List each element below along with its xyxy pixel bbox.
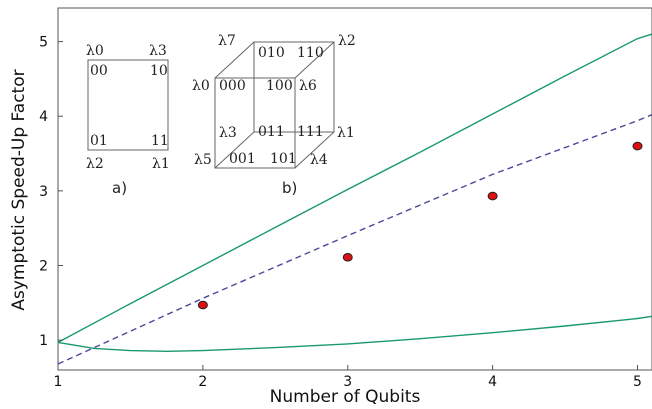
data-point xyxy=(632,141,643,151)
inset-b-bits: 011 xyxy=(258,124,285,140)
inset-a-bits: 10 xyxy=(150,63,168,79)
inset-b: λ7 λ2 λ0 λ6 λ3 λ1 λ5 λ4 010 110 000 100 … xyxy=(192,33,356,197)
series-layer xyxy=(57,33,652,365)
y-tick-label: 3 xyxy=(39,184,48,200)
inset-b-edge xyxy=(214,41,255,79)
plot-frame xyxy=(57,7,652,371)
y-axis-title: Asymptotic Speed-Up Factor xyxy=(9,69,29,310)
inset-b-label: b) xyxy=(282,179,297,197)
tick-layer: 1 2 3 4 5 1 2 3 4 5 xyxy=(39,35,642,390)
inset-b-back-face xyxy=(253,41,335,133)
solid-series-line xyxy=(57,315,652,353)
solid-series-line xyxy=(57,33,652,344)
inset-b-corner-label: λ6 xyxy=(299,78,317,94)
inset-b-bits: 100 xyxy=(266,78,293,94)
inset-b-bits: 010 xyxy=(258,45,285,61)
x-tick-label: 2 xyxy=(198,374,207,390)
inset-b-corner-label: λ0 xyxy=(192,78,210,94)
data-point xyxy=(342,252,353,262)
inset-b-edge xyxy=(294,41,335,79)
x-tick-label: 3 xyxy=(343,374,352,390)
data-point xyxy=(487,191,498,201)
inset-b-edge xyxy=(214,131,255,169)
data-point xyxy=(197,300,208,310)
y-tick-label: 1 xyxy=(39,333,48,349)
inset-b-corner-label: λ7 xyxy=(218,33,236,49)
inset-a-bits: 11 xyxy=(151,133,169,149)
inset-b-bits: 001 xyxy=(229,151,256,167)
inset-a-corner-label: λ2 xyxy=(86,156,104,172)
inset-b-bits: 110 xyxy=(297,45,324,61)
inset-b-corner-label: λ2 xyxy=(338,33,356,49)
inset-b-corner-label: λ5 xyxy=(194,152,212,168)
inset-a: λ0 λ3 λ2 λ1 00 10 01 11 a) xyxy=(86,43,170,197)
inset-b-corner-label: λ1 xyxy=(337,125,355,141)
x-axis-title: Number of Qubits xyxy=(270,387,421,407)
inset-a-bits: 01 xyxy=(90,133,108,149)
x-tick-label: 4 xyxy=(488,374,497,390)
inset-a-corner-label: λ1 xyxy=(152,156,170,172)
inset-a-corner-label: λ3 xyxy=(149,43,167,59)
inset-b-edge xyxy=(294,131,335,169)
inset-b-bits: 000 xyxy=(219,78,246,94)
x-tick-label: 5 xyxy=(633,374,642,390)
inset-b-bits: 101 xyxy=(270,151,297,167)
y-tick-label: 5 xyxy=(39,35,48,51)
y-tick-label: 4 xyxy=(39,109,48,125)
inset-a-corner-label: λ0 xyxy=(86,43,104,59)
inset-b-front-face xyxy=(214,77,296,169)
y-tick-label: 2 xyxy=(39,259,48,275)
inset-b-corner-label: λ3 xyxy=(219,125,237,141)
x-tick-label: 1 xyxy=(54,374,63,390)
dashed-series-line xyxy=(57,114,652,365)
inset-b-corner-label: λ4 xyxy=(310,152,328,168)
inset-a-bits: 00 xyxy=(90,63,108,79)
inset-a-label: a) xyxy=(112,179,127,197)
inset-a-square xyxy=(87,59,169,151)
inset-b-bits: 111 xyxy=(297,124,324,140)
